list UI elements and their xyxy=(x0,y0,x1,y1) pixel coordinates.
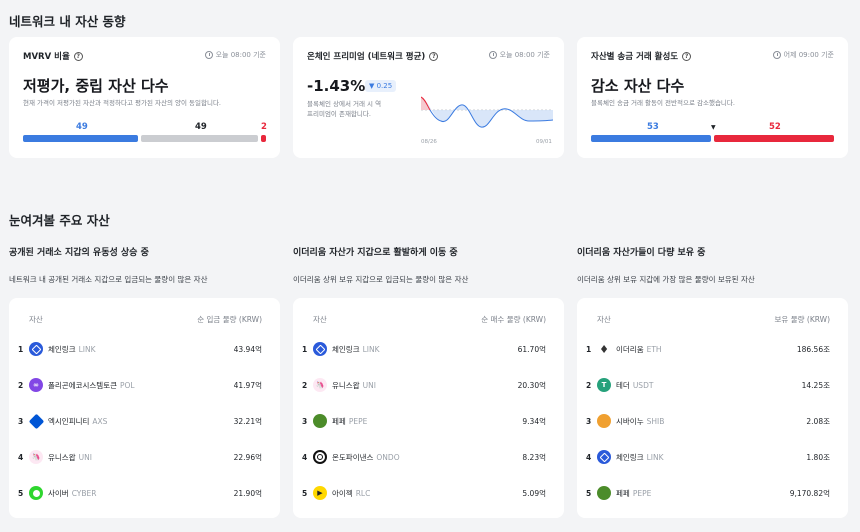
clock-icon xyxy=(772,51,781,59)
rlc-icon: ▶ xyxy=(313,486,327,500)
table-row[interactable]: 3 페페 PEPE 9.34억 xyxy=(293,411,564,431)
axs-icon xyxy=(28,413,45,429)
column-header-asset: 자산 xyxy=(313,315,327,324)
help-icon[interactable]: ? xyxy=(682,51,692,61)
clock-icon xyxy=(488,51,497,59)
premium-value: -1.43% xyxy=(307,77,366,95)
panel-description: 네트워크 내 공개된 거래소 지갑으로 입금되는 물량이 많은 자산 xyxy=(9,275,208,284)
uni-icon: 🦄 xyxy=(29,450,43,464)
premium-change-badge: ▼ 0.25 xyxy=(365,80,397,92)
panel-title: 이더리움 자산가 지갑으로 활발하게 이동 중 xyxy=(293,248,458,258)
undervalued-count: 49 xyxy=(76,122,88,132)
mvrv-description: 현재 가격이 저평가된 자산과 적정하다고 평가된 자산의 양이 동일합니다. xyxy=(23,99,221,107)
shib-icon xyxy=(597,414,611,428)
premium-description-line1: 블록체인 상에서 거래 시 역 xyxy=(307,100,382,108)
transfer-title: 자산별 송금 거래 활성도? xyxy=(591,50,692,62)
undervalued-segment xyxy=(23,135,139,142)
table-row[interactable]: 3 엑시인피니티 AXS 32.21억 xyxy=(9,411,280,431)
timestamp: 어제 09:00 기준 xyxy=(772,50,834,60)
table-row[interactable]: 4 체인링크 LINK 1.80조 xyxy=(577,447,848,467)
table-row[interactable]: 1 체인링크 LINK 43.94억 xyxy=(9,339,280,359)
premium-card[interactable]: 온체인 프리미엄 (네트워크 평균)? 오늘 08:00 기준 -1.43% ▼… xyxy=(293,37,564,158)
table-row[interactable]: 5 사이버 CYBER 21.90억 xyxy=(9,483,280,503)
usdt-icon: T xyxy=(597,378,611,392)
table-row[interactable]: 5 페페 PEPE 9,170.82억 xyxy=(577,483,848,503)
transfer-description: 블록체인 송금 거래 활동이 전반적으로 감소했습니다. xyxy=(591,99,735,107)
table-row[interactable]: 1 ♦ 이더리움 ETH 186.56조 xyxy=(586,342,830,356)
transfer-bar xyxy=(591,135,834,143)
table-row[interactable]: 2 ∞ 폴리곤에코시스템토큰 POL 41.97억 xyxy=(9,375,280,395)
mvrv-title: MVRV 비율? xyxy=(23,50,83,62)
column-header-asset: 자산 xyxy=(29,315,43,324)
transfer-headline: 감소 자산 다수 xyxy=(591,77,685,95)
premium-title: 온체인 프리미엄 (네트워크 평균)? xyxy=(307,50,439,62)
link-icon xyxy=(29,342,43,356)
section-title-key-assets: 눈여겨볼 주요 자산 xyxy=(9,213,110,228)
neutral-segment xyxy=(141,135,259,142)
clock-icon xyxy=(204,51,213,59)
table-row[interactable]: 3 시바이누 SHIB 2.08조 xyxy=(577,411,848,431)
link-icon xyxy=(313,342,327,356)
mvrv-bar xyxy=(23,135,266,143)
mvrv-card[interactable]: MVRV 비율? 오늘 08:00 기준 저평가, 중립 자산 다수 현재 가격… xyxy=(9,37,280,158)
help-icon[interactable]: ? xyxy=(429,51,439,61)
column-header-value: 보유 물량 (KRW) xyxy=(774,315,830,324)
table-row[interactable]: 2 🦄 유니스왑 UNI 20.30억 xyxy=(293,375,564,395)
timestamp: 오늘 08:00 기준 xyxy=(488,50,550,60)
ondo-icon xyxy=(313,450,327,464)
table-row[interactable]: 1 체인링크 LINK 61.70억 xyxy=(293,339,564,359)
column-header-asset: 자산 xyxy=(597,315,611,324)
panel-title: 이더리움 자산가들이 다량 보유 중 xyxy=(577,248,706,258)
overvalued-count: 2 xyxy=(261,122,267,132)
mvrv-headline: 저평가, 중립 자산 다수 xyxy=(23,77,169,95)
pepe-icon xyxy=(313,414,327,428)
premium-description-line2: 프리미엄이 존재합니다. xyxy=(307,110,371,118)
asset-table-eth-whale-inflow: 자산 순 매수 물량 (KRW) 1 체인링크 LINK 61.70억 2 🦄 유… xyxy=(293,298,564,518)
sparkline-x-end: 09/01 xyxy=(536,139,552,145)
section-title-network-trends: 네트워크 내 자산 동향 xyxy=(9,14,126,29)
column-header-value: 순 매수 물량 (KRW) xyxy=(481,315,546,324)
cyber-icon xyxy=(29,486,43,500)
increase-segment xyxy=(591,135,711,142)
pepe-icon xyxy=(597,486,611,500)
overvalued-segment xyxy=(261,135,266,142)
link-icon xyxy=(597,450,611,464)
panel-title: 공개된 거래소 지갑의 유동성 상승 중 xyxy=(9,248,149,258)
sparkline-x-start: 08/26 xyxy=(421,139,437,145)
premium-sparkline xyxy=(421,96,553,128)
decrease-segment xyxy=(714,135,834,142)
increase-count: 53 xyxy=(647,122,659,132)
asset-table-exchange-inflow: 자산 순 입금 물량 (KRW) 1 체인링크 LINK 43.94억 2 ∞ 폴… xyxy=(9,298,280,518)
table-row[interactable]: 4 온도파이낸스 ONDO 8.23억 xyxy=(293,447,564,467)
neutral-count: 49 xyxy=(195,122,207,132)
panel-description: 이더리움 상위 보유 지갑으로 입금되는 물량이 많은 자산 xyxy=(293,275,469,284)
timestamp: 오늘 08:00 기준 xyxy=(204,50,266,60)
column-header-value: 순 입금 물량 (KRW) xyxy=(197,315,262,324)
panel-description: 이더리움 상위 보유 지갑에 가장 많은 물량이 보유된 자산 xyxy=(577,275,755,284)
transfer-activity-card[interactable]: 자산별 송금 거래 활성도? 어제 09:00 기준 감소 자산 다수 블록체인… xyxy=(577,37,848,158)
pol-icon: ∞ xyxy=(29,378,43,392)
help-icon[interactable]: ? xyxy=(73,51,83,61)
balance-marker-icon: ▼ xyxy=(711,124,716,131)
table-row[interactable]: 4 🦄 유니스왑 UNI 22.96억 xyxy=(9,447,280,467)
table-row[interactable]: 2 T 테더 USDT 14.25조 xyxy=(577,375,848,395)
uni-icon: 🦄 xyxy=(313,378,327,392)
decrease-count: 52 xyxy=(769,122,781,132)
asset-table-eth-whale-holdings: 자산 보유 물량 (KRW) 1 ♦ 이더리움 ETH 186.56조 2 T 테… xyxy=(577,298,848,518)
eth-icon: ♦ xyxy=(597,342,611,356)
table-row[interactable]: 5 ▶ 아이젝 RLC 5.09억 xyxy=(293,483,564,503)
